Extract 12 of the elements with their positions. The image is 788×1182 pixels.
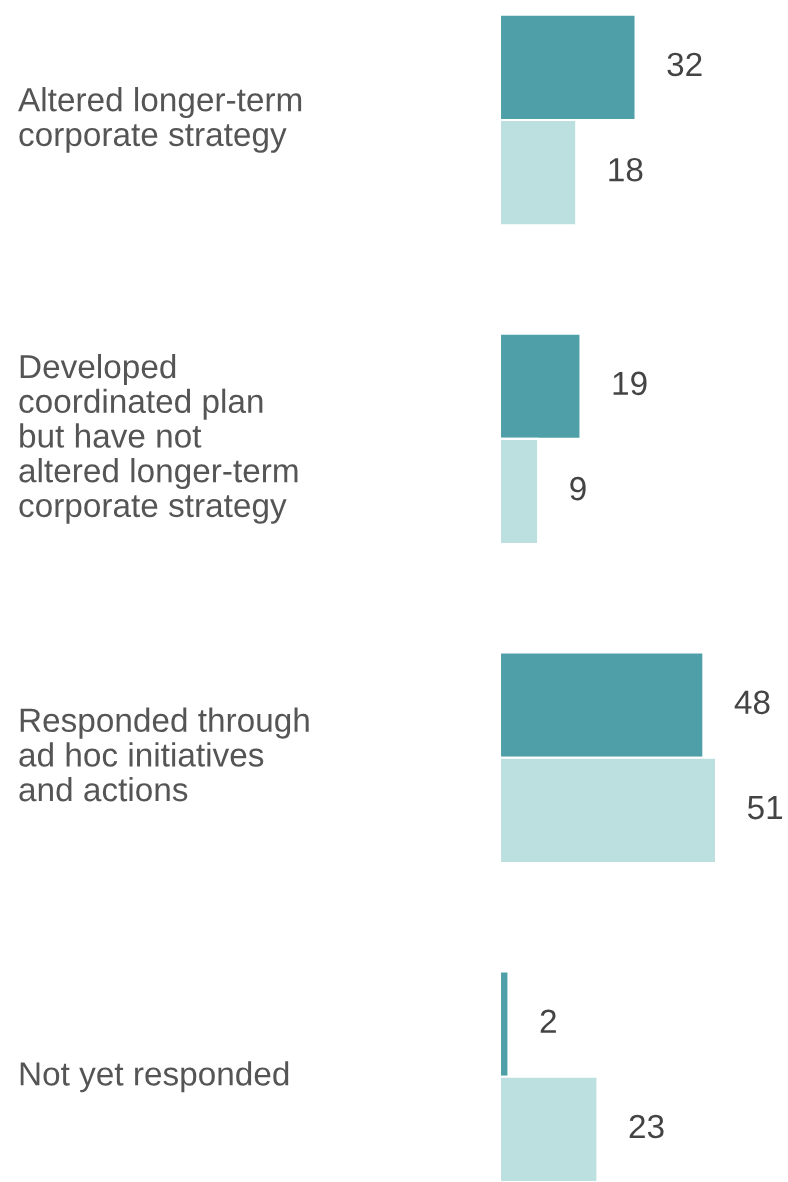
data-label: 2	[540, 1009, 556, 1033]
data-label: 19	[613, 371, 647, 396]
data-label: 18	[609, 157, 643, 182]
data-label: 9	[570, 476, 586, 501]
y-tick-label: Not yet responded	[20, 1061, 289, 1093]
data-label: 23	[629, 1114, 664, 1139]
data-label: 48	[734, 690, 770, 715]
data-label: 51	[747, 796, 783, 820]
y-tick-label: Developed coordinated plan but have not altered longer-term corporate strategy	[19, 353, 298, 524]
data-label: 32	[667, 52, 702, 77]
y-tick-label: Responded through ad hoc initiatives and actions	[19, 707, 309, 802]
y-tick-label: Altered longer-term corporate strategy	[18, 87, 302, 153]
